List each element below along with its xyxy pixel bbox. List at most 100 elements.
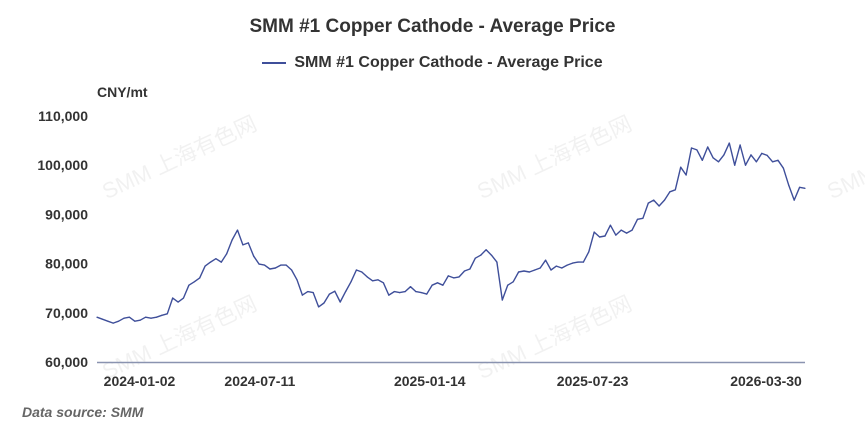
data-point[interactable] [128, 316, 131, 318]
data-point[interactable] [480, 254, 482, 256]
data-point[interactable] [793, 199, 795, 201]
data-point[interactable] [150, 317, 152, 319]
data-point[interactable] [123, 317, 125, 319]
data-point[interactable] [690, 147, 693, 149]
data-point[interactable] [572, 262, 574, 264]
data-point[interactable] [101, 318, 104, 320]
data-point[interactable] [166, 313, 168, 315]
data-point[interactable] [744, 164, 747, 166]
data-point[interactable] [280, 264, 282, 266]
data-point[interactable] [798, 186, 801, 188]
data-point[interactable] [312, 292, 314, 294]
data-point[interactable] [582, 261, 585, 263]
data-point[interactable] [247, 242, 249, 244]
data-point[interactable] [723, 154, 725, 156]
data-point[interactable] [301, 294, 303, 296]
data-point[interactable] [555, 265, 557, 267]
data-point[interactable] [577, 261, 579, 263]
data-point[interactable] [334, 290, 336, 292]
data-point[interactable] [707, 146, 709, 148]
data-point[interactable] [415, 291, 417, 293]
data-point[interactable] [361, 271, 363, 273]
data-point[interactable] [507, 284, 509, 286]
data-point[interactable] [771, 161, 774, 163]
data-point[interactable] [296, 279, 298, 281]
data-point[interactable] [604, 235, 606, 237]
data-point[interactable] [290, 269, 293, 271]
data-point[interactable] [263, 264, 266, 266]
data-point[interactable] [712, 157, 714, 159]
data-point[interactable] [696, 149, 698, 151]
data-point[interactable] [544, 259, 547, 261]
data-point[interactable] [231, 239, 233, 241]
data-point[interactable] [588, 251, 590, 253]
data-point[interactable] [139, 319, 141, 321]
data-point[interactable] [172, 297, 174, 299]
data-point[interactable] [620, 229, 622, 231]
data-point[interactable] [253, 255, 255, 257]
data-point[interactable] [717, 161, 720, 163]
data-point[interactable] [663, 199, 666, 201]
data-point[interactable] [328, 293, 330, 295]
legend[interactable]: SMM #1 Copper Cathode - Average Price [0, 54, 865, 72]
data-point[interactable] [626, 232, 628, 234]
data-point[interactable] [388, 294, 390, 296]
data-point[interactable] [345, 291, 347, 293]
data-point[interactable] [134, 320, 136, 322]
data-point[interactable] [399, 292, 401, 294]
data-point[interactable] [404, 291, 406, 293]
data-point[interactable] [377, 279, 379, 281]
data-point[interactable] [155, 316, 158, 318]
data-point[interactable] [107, 320, 109, 322]
data-point[interactable] [593, 231, 595, 233]
data-point[interactable] [615, 234, 617, 236]
data-point[interactable] [755, 161, 757, 163]
data-point[interactable] [728, 142, 730, 144]
data-point[interactable] [517, 271, 520, 273]
data-point[interactable] [469, 268, 471, 270]
data-point[interactable] [96, 316, 98, 318]
data-point[interactable] [761, 152, 763, 154]
data-point[interactable] [274, 267, 276, 269]
data-point[interactable] [734, 164, 736, 166]
data-point[interactable] [777, 159, 779, 161]
data-point[interactable] [701, 159, 703, 161]
data-point[interactable] [436, 282, 439, 284]
data-point[interactable] [458, 276, 460, 278]
data-point[interactable] [188, 284, 190, 286]
data-point[interactable] [209, 261, 212, 263]
data-point[interactable] [642, 217, 644, 219]
data-point[interactable] [226, 253, 228, 255]
data-point[interactable] [674, 189, 676, 191]
data-point[interactable] [804, 187, 806, 189]
data-point[interactable] [685, 174, 687, 176]
data-point[interactable] [534, 269, 536, 271]
data-point[interactable] [442, 284, 444, 286]
data-point[interactable] [339, 301, 341, 303]
data-point[interactable] [750, 154, 752, 156]
data-point[interactable] [118, 320, 120, 322]
data-point[interactable] [501, 299, 503, 301]
data-point[interactable] [782, 167, 784, 169]
data-point[interactable] [561, 267, 563, 269]
data-point[interactable] [496, 261, 498, 263]
data-point[interactable] [680, 166, 682, 168]
data-point[interactable] [307, 291, 309, 293]
data-point[interactable] [523, 270, 525, 272]
data-point[interactable] [204, 265, 206, 267]
data-point[interactable] [366, 276, 368, 278]
data-point[interactable] [350, 281, 352, 283]
data-point[interactable] [566, 264, 568, 266]
data-point[interactable] [599, 236, 601, 238]
data-point[interactable] [647, 202, 649, 204]
data-point[interactable] [220, 261, 222, 263]
data-point[interactable] [431, 284, 433, 286]
data-point[interactable] [420, 292, 422, 294]
data-point[interactable] [193, 281, 195, 283]
data-point[interactable] [739, 144, 741, 146]
data-point[interactable] [161, 314, 163, 316]
data-point[interactable] [653, 199, 655, 201]
data-point[interactable] [393, 291, 395, 293]
data-point[interactable] [631, 229, 633, 231]
data-point[interactable] [258, 263, 260, 265]
